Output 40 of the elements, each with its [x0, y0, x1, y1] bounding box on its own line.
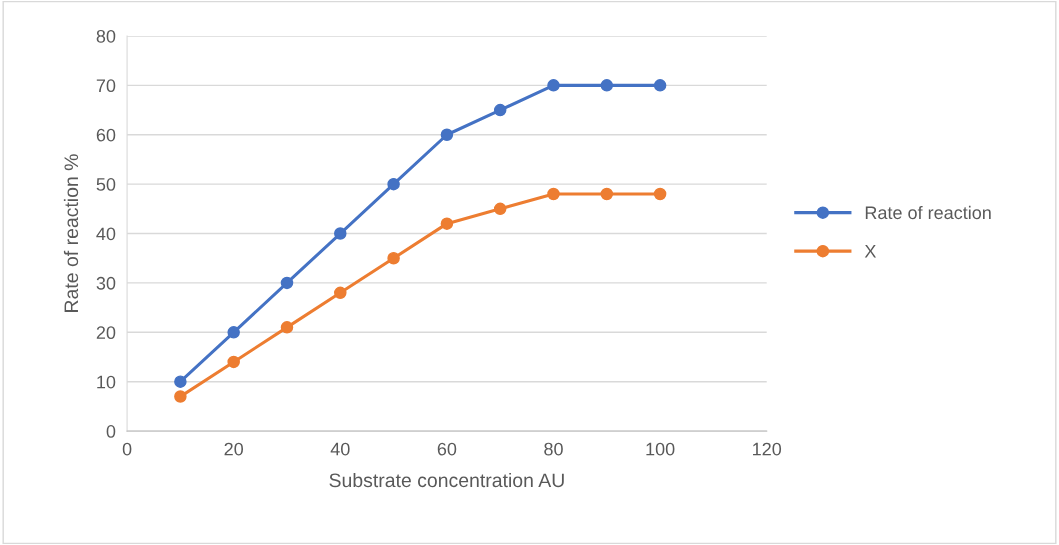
point [174, 375, 187, 388]
point [440, 128, 454, 142]
x-tick-label: 60 [437, 442, 457, 456]
x-tick-label: 20 [224, 442, 244, 456]
point [174, 390, 187, 403]
x-axis-title: Substrate concentration AU [329, 472, 564, 488]
point [493, 103, 507, 117]
point [227, 355, 240, 369]
y-tick-label: 30 [96, 276, 116, 290]
point [280, 321, 294, 334]
point [653, 79, 667, 92]
y-tick-label: 50 [96, 178, 116, 191]
x-tick-label: 40 [330, 442, 350, 456]
y-tick-label: 70 [96, 79, 116, 93]
x-tick-label: 100 [646, 442, 675, 456]
legend-label: X [864, 245, 877, 258]
point [547, 79, 560, 92]
point [387, 251, 400, 265]
point [334, 286, 347, 300]
y-tick-label: 80 [96, 29, 116, 43]
x-tick-label: 0 [122, 442, 132, 456]
point [334, 227, 347, 240]
y-tick-label: 60 [96, 128, 116, 142]
point [600, 79, 614, 92]
point [387, 177, 400, 191]
point [440, 217, 454, 230]
point [653, 187, 667, 201]
y-tick-label: 40 [96, 227, 116, 241]
x-tick-label: 80 [544, 442, 563, 456]
x-tick-label: 120 [753, 442, 782, 456]
legend-label: Rate of reaction [865, 205, 991, 220]
point [547, 187, 560, 201]
y-tick-label: 0 [106, 425, 116, 438]
point [227, 326, 240, 339]
y-tick-label: 20 [96, 326, 116, 340]
point [493, 202, 507, 216]
y-tick-label: 10 [97, 375, 116, 389]
point [280, 276, 294, 290]
point [600, 187, 614, 201]
y-axis-title: Rate of reaction % [63, 154, 79, 312]
